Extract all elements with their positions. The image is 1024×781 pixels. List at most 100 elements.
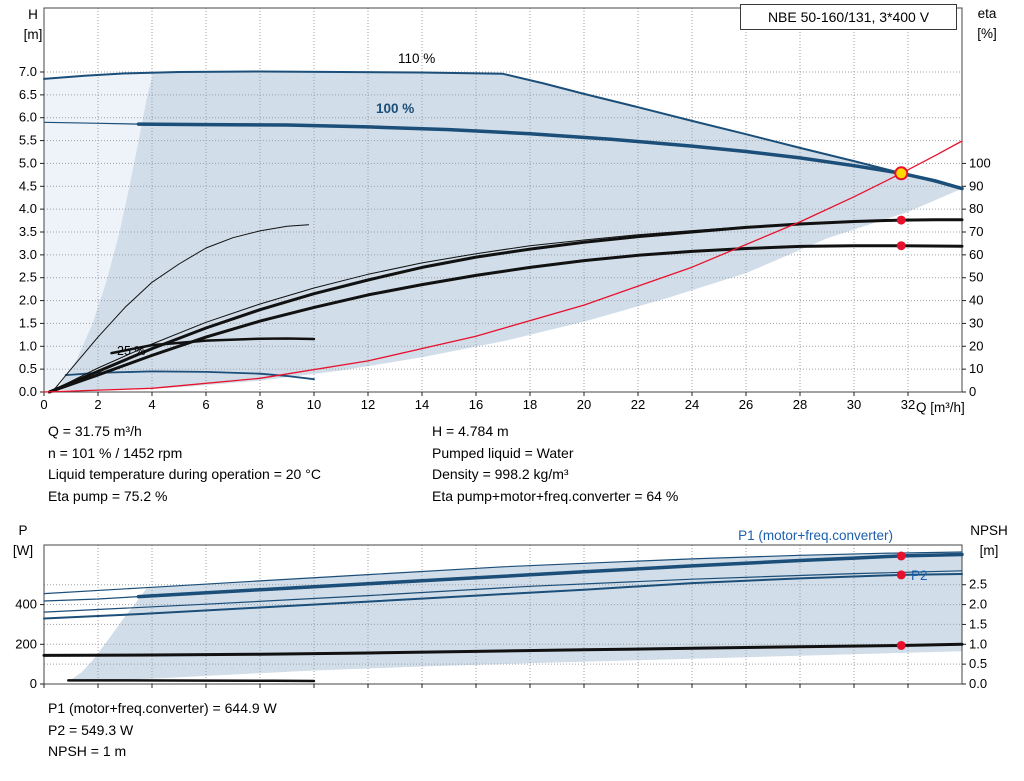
eta-curve-small [51,224,310,393]
y-right-tick-label: 30 [969,315,983,330]
plot-frame [43,544,963,685]
p2-point [896,570,906,580]
x-tick-label: 22 [631,397,645,412]
y-left-tick-label: 4.5 [19,178,37,193]
y-right-tick-label: 20 [969,338,983,353]
y-left-tick-label: 3.5 [19,224,37,239]
label-110-pct: 110 % [398,51,436,66]
p1 [136,552,964,599]
npsh-point [896,640,906,650]
x-tick-label: 6 [202,397,209,412]
y-left-tick-label: 2.5 [19,270,37,285]
x-tick-label: 2 [94,397,101,412]
info-p2: P2 = 549.3 W [48,721,134,738]
x-tick-label: 8 [256,397,263,412]
x-tick-label: 14 [415,397,429,412]
axis-unit-m2: [m] [979,543,999,558]
info-npsh: NPSH = 1 m [48,743,127,759]
pump-title-box: NBE 50-160/131, 3*400 V [740,4,957,30]
duty-point[interactable] [894,166,909,181]
curve-100-lowflow [43,121,140,125]
axis-unit-pct: [%] [977,26,997,41]
label-25-pct: 25 % [117,344,146,358]
eta-pump [47,218,964,394]
info-n: n = 101 % / 1452 rpm [48,444,183,461]
x-tick-label: 10 [307,397,321,412]
power-y-right-axis-title: NPSH [m] [960,521,1018,561]
eta-total-point [896,241,906,251]
x-tick-label: 20 [577,397,591,412]
x-tick-label: 26 [739,397,753,412]
y-left-tick-label: 5.0 [19,155,37,170]
x-tick-label: 28 [793,397,807,412]
y-right-tick-label: 50 [969,270,983,285]
curve-110 [43,70,963,190]
y-left-tick-label: 1.0 [19,338,37,353]
y-right-tick-label: 10 [969,361,983,376]
axis-name-h: H [28,7,38,22]
y-right-tick-label: 80 [969,201,983,216]
y-right-tick-label: 0.0 [969,676,987,691]
x-axis-title: Q [m³/h] [916,400,965,415]
y-right-tick-label: 1.5 [969,616,987,631]
pump-title: NBE 50-160/131, 3*400 V [767,9,930,25]
axis-name-eta: eta [977,6,997,21]
info-h: H = 4.784 m [432,423,509,439]
label-100-pct: 100 % [376,101,415,116]
info-eta-total: Eta pump+motor+freq.converter = 64 % [432,487,679,504]
plot-frame [43,7,963,393]
info-liquid-temp: Liquid temperature during operation = 20… [48,466,321,482]
y-left-tick-label: 0 [30,676,37,691]
x-tick-label: 18 [523,397,537,412]
x-tick-label: 24 [685,397,699,412]
power-y-left-axis-title: P [W] [2,521,44,561]
p-25 [67,679,316,683]
x-tick-label: 16 [469,397,483,412]
info-eta-pump: Eta pump = 75.2 % [48,487,168,504]
power-npsh-info: P1 (motor+freq.converter) = 644.9 W P2 =… [48,698,277,763]
head-y-right-axis-title: eta [%] [964,4,1010,44]
axis-unit-w: [W] [12,543,34,558]
p2 [43,573,963,620]
p1-lowflow [43,595,140,602]
npsh-curve [42,642,964,657]
info-q: Q = 31.75 m³/h [48,423,142,439]
label-p2: P2 [911,568,928,583]
y-left-tick-label: 200 [15,636,37,651]
power-chart-plot[interactable]: 0 200 400 0.0 0.5 1.0 1.5 2.0 2.5 [0,520,1024,695]
y-left-tick-label: 0.0 [19,384,37,399]
axis-name-npsh: NPSH [970,523,1008,538]
info-p1: P1 (motor+freq.converter) = 644.9 W [48,700,277,716]
y-right-tick-label: 40 [969,293,983,308]
p1-point [896,551,906,561]
y-right-tick-label: 90 [969,178,983,193]
label-p1: P1 (motor+freq.converter) [738,528,893,543]
y-right-tick-label: 2.5 [969,577,987,592]
y-right-tick-label: 70 [969,224,983,239]
p1-110 [43,551,963,595]
y-right-tick-label: 2.0 [969,597,987,612]
eta-25 [110,337,316,355]
y-right-tick-label: 0 [969,384,976,399]
y-left-tick-label: 1.5 [19,315,37,330]
y-left-tick-label: 0.5 [19,361,37,376]
x-tick-label: 32 [901,397,915,412]
x-tick-label: 4 [148,397,155,412]
head-y-left-axis-title: H [m] [14,5,52,45]
y-left-tick-label: 7.0 [19,64,37,79]
y-right-tick-label: 100 [969,155,991,170]
operating-info-left: Q = 31.75 m³/h n = 101 % / 1452 rpm Liqu… [48,421,321,507]
y-right-tick-label: 0.5 [969,656,987,671]
info-pumped-liquid: Pumped liquid = Water [432,444,574,461]
axis-name-p: P [18,523,28,538]
x-tick-label: 0 [40,397,47,412]
power-envelope [68,552,963,682]
y-left-tick-label: 6.5 [19,87,37,102]
head-chart-plot[interactable]: 0 2 4 6 8 10 12 14 16 18 20 22 24 26 28 30 320.00.51.01.… [0,0,1024,420]
info-density: Density = 998.2 kg/m³ [432,466,569,482]
y-left-tick-label: 400 [15,597,37,612]
y-right-tick-label: 1.0 [969,636,987,651]
p2-110 [43,570,963,613]
x-tick-label: 30 [847,397,861,412]
